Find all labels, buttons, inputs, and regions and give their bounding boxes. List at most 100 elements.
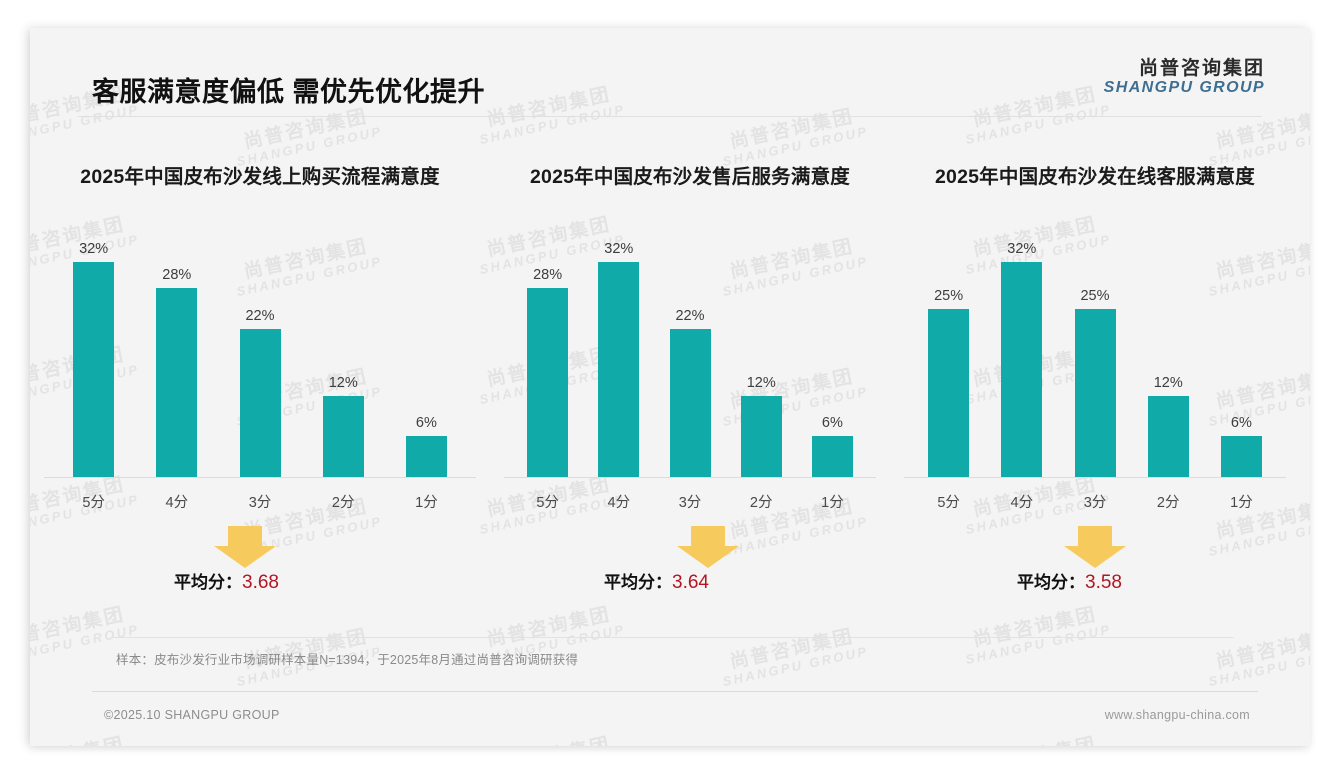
average-score-label: 平均分： bbox=[604, 572, 672, 592]
chart-title: 2025年中国皮布沙发线上购买流程满意度 bbox=[80, 166, 440, 188]
bar-rect[interactable] bbox=[239, 328, 281, 477]
slide-header: 客服满意度偏低 需优先优化提升 尚普咨询集团 SHANGPU GROUP bbox=[30, 28, 1310, 114]
x-axis-tick-labels: 5分 4分 3分 2分 1分 bbox=[512, 491, 868, 512]
x-tick-label: 3分 bbox=[1083, 494, 1107, 511]
bar-item: 6% bbox=[385, 235, 468, 477]
bar-chart-plot: 32% 28% 22% 12% bbox=[44, 218, 476, 518]
x-tick-label: 5分 bbox=[82, 494, 105, 511]
logo-text-cn: 尚普咨询集团 bbox=[1138, 58, 1265, 79]
bar-value-label: 12% bbox=[746, 375, 776, 392]
x-tick-label: 2分 bbox=[749, 494, 773, 511]
bar-value-label: 6% bbox=[1230, 415, 1252, 432]
x-tick-label: 1分 bbox=[821, 494, 844, 511]
bar-item: 32% bbox=[52, 235, 135, 477]
bar-rect[interactable] bbox=[811, 436, 853, 477]
bar-value-label: 32% bbox=[79, 240, 109, 257]
x-tick-label: 1分 bbox=[415, 494, 438, 511]
average-score-value: 3.58 bbox=[1085, 571, 1122, 593]
bar-value-label: 6% bbox=[821, 415, 843, 432]
bar-rect[interactable] bbox=[1001, 261, 1043, 477]
x-axis-line bbox=[504, 476, 876, 478]
page-title: 客服满意度偏低 需优先优化提升 bbox=[92, 77, 486, 107]
bar-value-label: 25% bbox=[1080, 287, 1110, 304]
bar-rect[interactable] bbox=[322, 396, 364, 477]
bar-value-label: 22% bbox=[245, 307, 275, 324]
bar-item: 32% bbox=[985, 235, 1058, 477]
bar-rect[interactable] bbox=[928, 308, 970, 477]
chart-panel-after-sales: 2025年中国皮布沙发售后服务满意度 28% 32% 22% bbox=[490, 140, 890, 634]
bar-item: 12% bbox=[302, 235, 385, 477]
bar-item: 25% bbox=[1058, 235, 1131, 477]
x-axis-line bbox=[904, 476, 1286, 478]
x-tick-label: 4分 bbox=[1010, 494, 1034, 511]
bar-group: 25% 32% 25% 12% bbox=[912, 235, 1278, 477]
footer-divider bbox=[92, 691, 1258, 692]
x-tick-label: 5分 bbox=[536, 494, 559, 511]
chart-panel-online-service: 2025年中国皮布沙发在线客服满意度 25% 32% 25% bbox=[890, 140, 1300, 634]
bar-value-label: 28% bbox=[162, 267, 192, 284]
x-axis-tick-labels: 5分 4分 3分 2分 1分 bbox=[912, 491, 1278, 512]
header-divider bbox=[78, 116, 1262, 117]
average-score-label: 平均分： bbox=[1017, 572, 1085, 592]
x-tick-label: 4分 bbox=[607, 494, 631, 511]
logo-text-en: SHANGPU GROUP bbox=[1103, 79, 1265, 97]
bar-item: 25% bbox=[912, 235, 985, 477]
bar-item: 6% bbox=[1205, 235, 1278, 477]
bar-rect[interactable] bbox=[73, 261, 115, 477]
footnote-divider bbox=[112, 637, 1234, 638]
bar-value-label: 32% bbox=[1007, 240, 1037, 257]
bar-value-label: 12% bbox=[328, 375, 358, 392]
bar-item: 32% bbox=[583, 235, 654, 477]
bar-value-label: 12% bbox=[1153, 375, 1183, 392]
bar-item: 12% bbox=[726, 235, 797, 477]
average-score-value: 3.64 bbox=[672, 571, 709, 593]
arrow-down-icon bbox=[214, 525, 276, 573]
average-score-text: 平均分：3.58 bbox=[1017, 568, 1122, 594]
arrow-down-icon bbox=[1064, 525, 1126, 573]
footer-copyright: ©2025.10 SHANGPU GROUP bbox=[104, 708, 280, 722]
x-tick-label: 3分 bbox=[678, 494, 702, 511]
bar-rect[interactable] bbox=[740, 396, 782, 477]
bar-chart-plot: 28% 32% 22% 12% bbox=[504, 218, 876, 518]
average-callout: 平均分：3.68 bbox=[44, 524, 476, 634]
average-callout: 平均分：3.64 bbox=[504, 524, 876, 634]
average-score-label: 平均分： bbox=[174, 572, 242, 592]
x-tick-label: 2分 bbox=[1156, 494, 1180, 511]
bar-item: 6% bbox=[797, 235, 868, 477]
bar-rect[interactable] bbox=[1074, 308, 1116, 477]
chart-title: 2025年中国皮布沙发在线客服满意度 bbox=[935, 166, 1255, 188]
bar-group: 32% 28% 22% 12% bbox=[52, 235, 468, 477]
bar-rect[interactable] bbox=[1147, 396, 1189, 477]
bar-rect[interactable] bbox=[598, 261, 640, 477]
bar-rect[interactable] bbox=[527, 288, 569, 477]
bar-rect[interactable] bbox=[669, 328, 711, 477]
bar-item: 28% bbox=[135, 235, 218, 477]
footer-website[interactable]: www.shangpu-china.com bbox=[1104, 708, 1250, 722]
footnote-text: 样本：皮布沙发行业市场调研样本量N=1394，于2025年8月通过尚普咨询调研获… bbox=[116, 653, 579, 667]
bar-chart-plot: 25% 32% 25% 12% bbox=[904, 218, 1286, 518]
bar-group: 28% 32% 22% 12% bbox=[512, 235, 868, 477]
bar-item: 28% bbox=[512, 235, 583, 477]
average-score-text: 平均分：3.64 bbox=[604, 568, 709, 594]
chart-panel-online-purchase: 2025年中国皮布沙发线上购买流程满意度 32% 28% 22% bbox=[30, 140, 490, 634]
slide-card: 尚普咨询集团 SHANGPU GROUP 尚普咨询集团 SHANGPU GROUP 尚普… bbox=[30, 28, 1310, 746]
x-tick-label: 5分 bbox=[937, 494, 960, 511]
x-axis-tick-labels: 5分 4分 3分 2分 1分 bbox=[52, 491, 468, 512]
bar-rect[interactable] bbox=[1220, 436, 1262, 477]
bar-item: 22% bbox=[654, 235, 725, 477]
bar-value-label: 25% bbox=[934, 287, 964, 304]
charts-row: 2025年中国皮布沙发线上购买流程满意度 32% 28% 22% bbox=[30, 140, 1310, 634]
bar-rect[interactable] bbox=[405, 436, 447, 477]
x-tick-label: 3分 bbox=[248, 494, 272, 511]
average-callout: 平均分：3.58 bbox=[904, 524, 1286, 634]
x-tick-label: 2分 bbox=[331, 494, 355, 511]
bar-value-label: 32% bbox=[604, 240, 634, 257]
x-axis-line bbox=[44, 476, 476, 478]
bar-rect[interactable] bbox=[156, 288, 198, 477]
bar-value-label: 6% bbox=[415, 415, 437, 432]
